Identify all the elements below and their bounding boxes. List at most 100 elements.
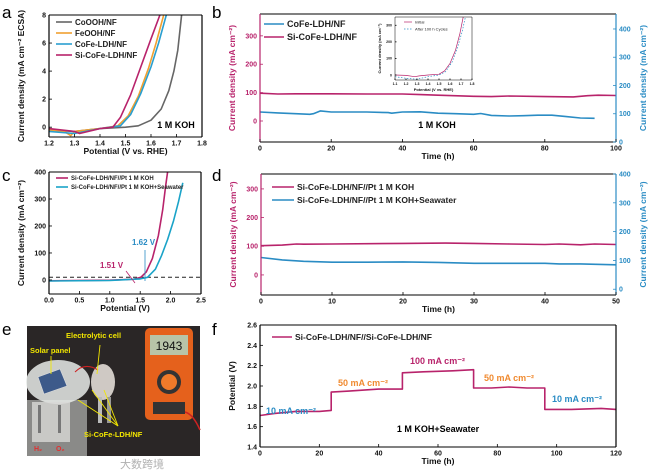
- chart-d: Si-CoFe-LDH/NF//Pt 1 M KOH Si-CoFe-LDH/NF…: [228, 171, 648, 314]
- x-tick-label: 100: [551, 451, 563, 458]
- beaker-icon: [32, 402, 70, 442]
- legend-label: Si-CoFe-LDH/NF: [75, 51, 137, 60]
- y2-tick-label: 300: [619, 55, 631, 62]
- y-tick-label: 2.6: [247, 322, 257, 329]
- y-tick-label: 2.0: [247, 383, 257, 390]
- series-line-1: [48, 182, 184, 282]
- chart-f: Si-CoFe-LDH/NF//Si-CoFe-LDH/NF 0 20 40 60 80 1…: [227, 322, 622, 466]
- x-tick-label: 60: [470, 146, 478, 153]
- x-tick-label: 1.5: [135, 298, 145, 305]
- x-tick-label: 100: [610, 146, 622, 153]
- x-tick-label: 50: [612, 299, 620, 306]
- annotation-label: 1.51 V: [100, 261, 124, 270]
- series-line-3: [48, 14, 161, 135]
- x-tick-label: 20: [399, 299, 407, 306]
- series-line-1: [259, 92, 617, 98]
- x-tick-label: 1.7: [459, 82, 464, 86]
- legend-label: Si-CoFe-LDH/NF//Pt 1 M KOH: [71, 176, 154, 182]
- x-tick-label: 1.4: [426, 82, 431, 86]
- x-tick-label: 40: [375, 451, 383, 458]
- y-tick-label: 200: [245, 62, 257, 69]
- panel-label-b: b: [212, 3, 221, 22]
- y-tick-label: 100: [245, 90, 257, 97]
- multimeter-icon: 1943: [145, 328, 193, 420]
- panel-label-f: f: [212, 320, 217, 339]
- x-tick-label: 10: [328, 299, 336, 306]
- x-tick-label: 120: [610, 451, 622, 458]
- legend-label: FeOOH/NF: [75, 29, 116, 38]
- y2-tick-label: 200: [619, 229, 631, 236]
- x-tick-label: 1.3: [415, 82, 420, 86]
- x-tick-label: 1.2: [404, 82, 409, 86]
- series-line-0: [260, 242, 617, 247]
- y-tick-label: 0: [42, 125, 46, 132]
- y-tick-label: 300: [246, 186, 258, 193]
- y-tick-label: 0: [390, 73, 392, 77]
- y-tick-label: 1.8: [247, 404, 257, 411]
- annotation-label: 1.62 V: [132, 238, 156, 247]
- y-axis-label: Current density (mA cm⁻² ECSA): [16, 10, 26, 142]
- y-tick-label: 200: [386, 40, 392, 44]
- legend-label: Si-CoFe-LDH/NF: [287, 32, 357, 42]
- series-line-1: [394, 16, 466, 80]
- x-tick-label: 60: [434, 451, 442, 458]
- x-tick-label: 1.3: [70, 141, 80, 148]
- x-axis-label: Time (h): [422, 151, 455, 161]
- x-tick-label: 80: [541, 146, 549, 153]
- x-tick-label: 20: [315, 451, 323, 458]
- y2-tick-label: 0: [619, 287, 623, 294]
- y2-tick-label: 0: [619, 139, 623, 146]
- legend-label: Si-CoFe-LDH/NF//Si-CoFe-LDH/NF: [295, 332, 432, 342]
- annotation-label: 1 M KOH: [418, 120, 456, 130]
- x-tick-label: 1.7: [172, 141, 182, 148]
- solar-panel-label: Solar panel: [30, 346, 70, 355]
- annotation-label: 1 M KOH+Seawater: [397, 424, 480, 434]
- y-tick-label: 2.4: [247, 343, 257, 350]
- y-tick-label: 2.2: [247, 363, 257, 370]
- x-tick-label: 80: [493, 451, 501, 458]
- x-tick-label: 1.4: [95, 141, 105, 148]
- x-axis-label: Time (h): [422, 304, 455, 314]
- x-tick-label: 20: [327, 146, 335, 153]
- photo-electrolysis-setup: 1943 Solar panel Electrolytic cell Si-Co…: [26, 326, 201, 471]
- legend-label: CoOOH/NF: [75, 18, 117, 27]
- y-tick-label: 200: [246, 215, 258, 222]
- series-line-0: [394, 16, 464, 78]
- x-tick-label: 40: [541, 299, 549, 306]
- y-tick-label: 200: [34, 223, 46, 230]
- y-tick-label: 0: [254, 272, 258, 279]
- x-tick-label: 0: [258, 451, 262, 458]
- y-tick-label: 400: [34, 169, 46, 176]
- x-tick-label: 0.5: [75, 298, 85, 305]
- y-axis-label: Current density (mA cm⁻²): [377, 23, 382, 74]
- series-line-1: [260, 256, 617, 266]
- annotation-arrows: [50, 344, 119, 427]
- y2-tick-label: 100: [619, 111, 631, 118]
- x-tick-label: 40: [399, 146, 407, 153]
- y2-axis-label: Current density (mA cm⁻²): [638, 181, 648, 287]
- y-tick-label: 6: [42, 40, 46, 47]
- x-tick-label: 1.8: [470, 82, 475, 86]
- x-tick-label: 1.6: [146, 141, 156, 148]
- x-axis-label: Potential (V vs. RHE): [414, 87, 454, 92]
- legend-label: Si-CoFe-LDH/NF//Pt 1 M KOH+Seawater: [297, 195, 457, 205]
- y-tick-label: 0: [253, 118, 257, 125]
- chart-a: CoOOH/NF FeOOH/NF CoFe-LDH/NF Si-CoFe-LDH/N…: [16, 10, 207, 156]
- y-tick-label: 100: [246, 244, 258, 251]
- annotation-label: 50 mA cm⁻²: [484, 373, 534, 383]
- y-tick-label: 2: [42, 97, 46, 104]
- y-tick-label: 300: [245, 33, 257, 40]
- y-axis-label: Current density (mA cm⁻²): [228, 181, 238, 287]
- x-tick-label: 0: [259, 299, 263, 306]
- x-tick-label: 30: [470, 299, 478, 306]
- x-axis-label: Potential (V vs. RHE): [83, 146, 167, 156]
- annotation-label: 10 mA cm⁻²: [266, 406, 316, 416]
- x-tick-label: 1.0: [105, 298, 115, 305]
- electrode-label: Si-CoFe-LDH/NF: [84, 430, 143, 439]
- o2-label: O₂: [56, 446, 65, 453]
- legend-label: Initial: [415, 19, 424, 24]
- x-tick-label: 1.2: [44, 141, 54, 148]
- annotation-label: 1 M KOH: [157, 120, 195, 130]
